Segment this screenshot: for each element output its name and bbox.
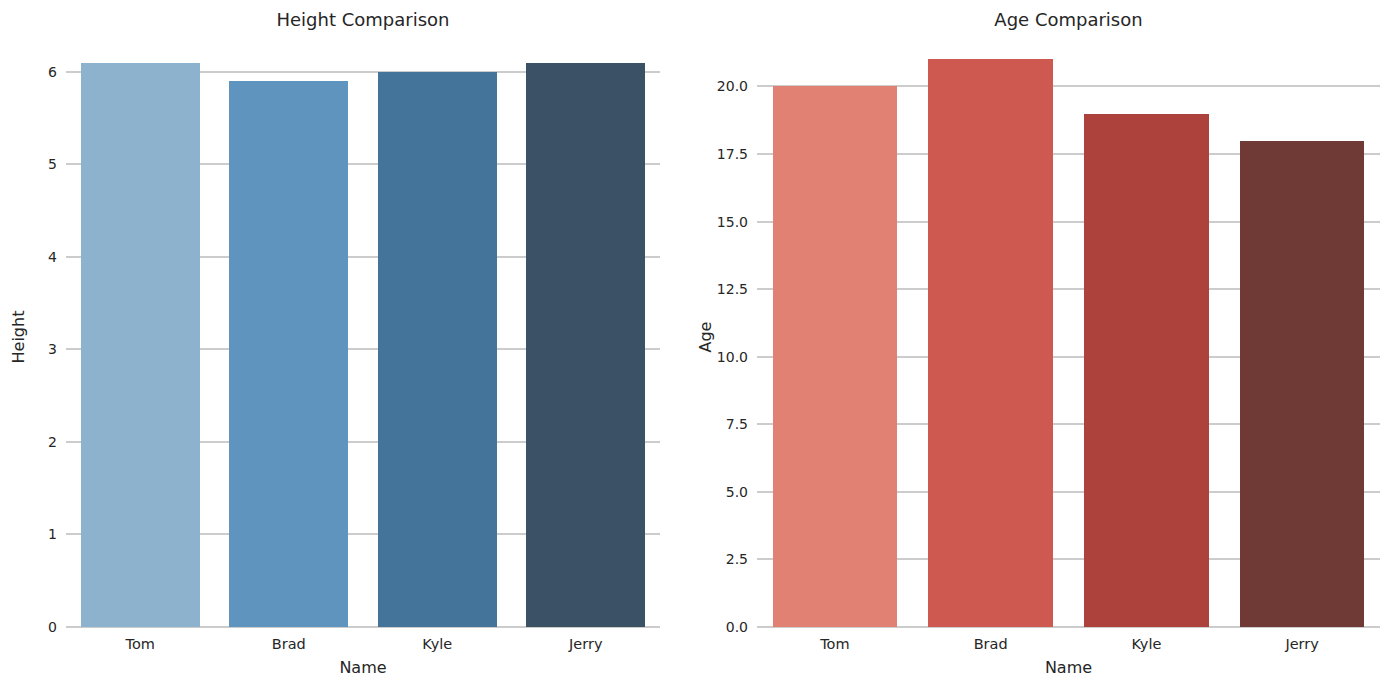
bar-kyle: [1084, 114, 1209, 628]
bar-kyle: [378, 72, 497, 627]
y-tick-label: 2: [48, 435, 57, 449]
x-tick-label: Tom: [126, 636, 155, 652]
y-tick-label: 17.5: [717, 147, 748, 161]
x-tick-label: Kyle: [1131, 636, 1161, 652]
figure: Height Comparison Height 0123456TomBradK…: [0, 0, 1389, 690]
x-axis-label: Name: [757, 658, 1380, 677]
x-axis-label: Name: [66, 658, 660, 677]
chart-height-comparison: Height Comparison Height 0123456TomBradK…: [0, 0, 694, 690]
y-tick-label: 4: [48, 250, 57, 264]
y-tick-label: 15.0: [717, 215, 748, 229]
bar-brad: [229, 81, 348, 627]
x-tick-label: Kyle: [422, 636, 452, 652]
x-tick-label: Jerry: [1285, 636, 1318, 652]
y-tick-label: 1: [48, 527, 57, 541]
bar-tom: [81, 63, 200, 627]
x-tick-label: Brad: [272, 636, 306, 652]
bar-brad: [928, 59, 1053, 627]
y-tick-label: 3: [48, 342, 57, 356]
x-tick-label: Tom: [820, 636, 849, 652]
y-tick-label: 12.5: [717, 282, 748, 296]
y-axis-label: Age: [696, 322, 715, 353]
y-tick-label: 7.5: [726, 417, 748, 431]
plot-area: 0.02.55.07.510.012.515.017.520.0TomBradK…: [757, 47, 1380, 627]
y-axis-label: Height: [9, 311, 28, 364]
chart-title: Age Comparison: [757, 8, 1380, 32]
plot-area: 0123456TomBradKyleJerry: [66, 47, 660, 627]
y-tick-label: 10.0: [717, 350, 748, 364]
y-tick-label: 0.0: [726, 620, 748, 634]
y-tick-label: 20.0: [717, 79, 748, 93]
y-tick-label: 5: [48, 157, 57, 171]
y-tick-label: 2.5: [726, 552, 748, 566]
y-tick-label: 0: [48, 620, 57, 634]
x-tick-label: Brad: [974, 636, 1008, 652]
bar-tom: [773, 86, 898, 627]
chart-title: Height Comparison: [66, 8, 660, 32]
y-tick-label: 5.0: [726, 485, 748, 499]
bar-jerry: [526, 63, 645, 627]
y-tick-label: 6: [48, 65, 57, 79]
chart-age-comparison: Age Comparison Age 0.02.55.07.510.012.51…: [694, 0, 1389, 690]
x-tick-label: Jerry: [569, 636, 602, 652]
bar-jerry: [1240, 141, 1365, 627]
